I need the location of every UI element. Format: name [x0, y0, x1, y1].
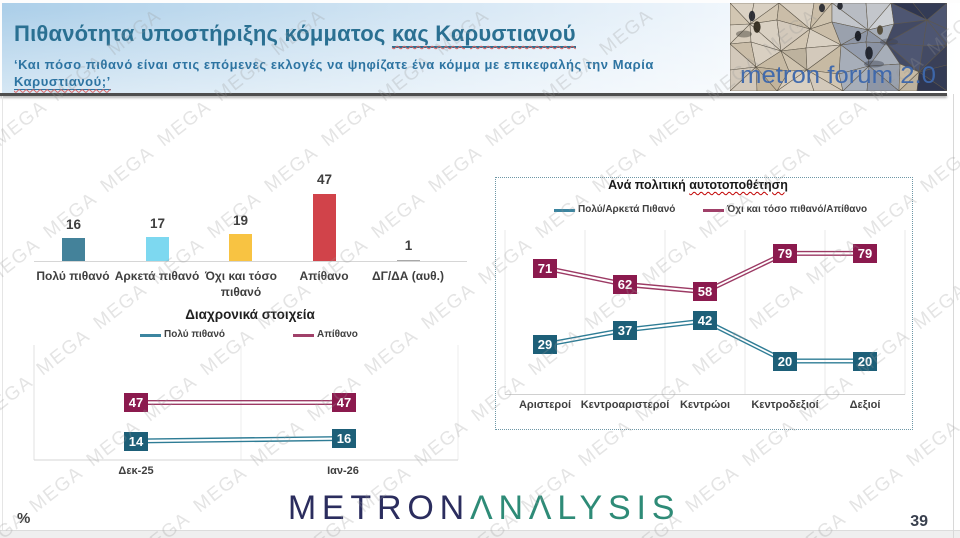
svg-text:MEGA: MEGA — [97, 142, 159, 197]
svg-text:MEGA: MEGA — [261, 142, 323, 197]
svg-text:MEGA: MEGA — [0, 96, 51, 151]
svg-text:MEGA: MEGA — [154, 96, 216, 151]
svg-text:MEGA: MEGA — [810, 96, 872, 151]
svg-text:MEGA: MEGA — [368, 188, 430, 243]
svg-text:MEGA: MEGA — [482, 96, 544, 151]
svg-text:MEGA: MEGA — [318, 96, 380, 151]
svg-text:metron forum 2.0: metron forum 2.0 — [740, 62, 936, 89]
svg-text:MEGA: MEGA — [425, 142, 487, 197]
svg-text:MEGA: MEGA — [646, 96, 708, 151]
svg-text:MEGA: MEGA — [40, 188, 102, 243]
